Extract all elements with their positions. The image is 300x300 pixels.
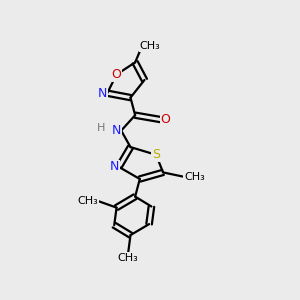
Text: N: N — [110, 160, 119, 173]
Text: N: N — [112, 124, 121, 137]
Text: O: O — [161, 113, 171, 126]
Text: O: O — [112, 68, 122, 81]
Text: CH₃: CH₃ — [184, 172, 205, 182]
Text: CH₃: CH₃ — [77, 196, 98, 206]
Text: CH₃: CH₃ — [118, 253, 139, 263]
Text: N: N — [98, 87, 107, 100]
Text: S: S — [152, 148, 160, 161]
Text: CH₃: CH₃ — [140, 41, 160, 51]
Text: H: H — [97, 123, 105, 134]
